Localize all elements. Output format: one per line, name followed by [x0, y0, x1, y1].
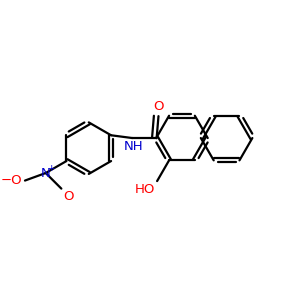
Text: N: N: [41, 167, 51, 179]
Text: O: O: [63, 190, 74, 203]
Text: HO: HO: [135, 183, 155, 196]
Text: NH: NH: [123, 140, 143, 153]
Text: −O: −O: [1, 174, 22, 187]
Text: O: O: [154, 100, 164, 113]
Text: +: +: [47, 164, 55, 173]
